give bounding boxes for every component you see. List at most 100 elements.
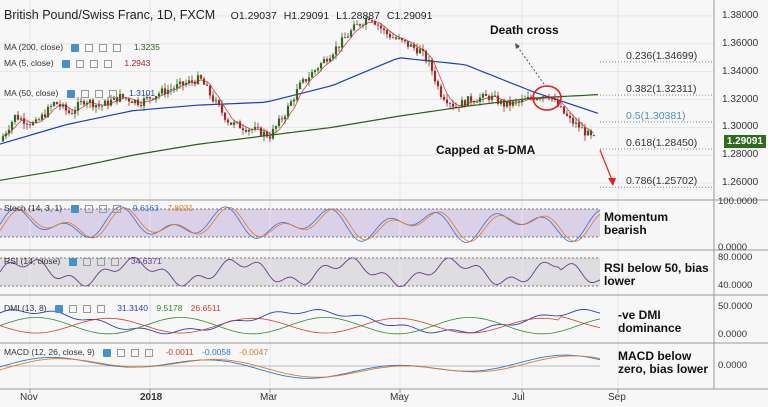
candle-body xyxy=(418,49,422,54)
ohlc-close: C1.29091 xyxy=(386,10,433,22)
add-icon[interactable] xyxy=(94,89,103,98)
candle-body xyxy=(397,38,401,39)
candle-body xyxy=(463,100,467,106)
settings-icon[interactable] xyxy=(84,204,93,213)
settings-icon[interactable] xyxy=(68,304,77,313)
candle-body xyxy=(376,24,380,26)
add-icon[interactable] xyxy=(96,257,105,266)
candle-body xyxy=(277,118,281,127)
candle-body xyxy=(238,121,242,129)
candle-body xyxy=(61,104,65,107)
candle-body xyxy=(64,104,68,111)
candle-body xyxy=(232,122,236,125)
candle-body xyxy=(454,106,458,108)
fib-level-label: 0.382(1.32311) xyxy=(626,83,697,96)
candle-body xyxy=(415,47,419,54)
candle-body xyxy=(364,18,368,25)
time-tick-label: May xyxy=(390,392,409,403)
candle-body xyxy=(403,40,407,42)
ohlc-low: L1.28887 xyxy=(336,10,380,22)
candle-body xyxy=(394,37,398,39)
close-icon[interactable] xyxy=(108,89,117,98)
eye-icon[interactable] xyxy=(61,59,70,68)
settings-icon[interactable] xyxy=(82,257,91,266)
legend-ma200[interactable]: MA (200, close) 1.3235 xyxy=(4,42,166,52)
add-icon[interactable] xyxy=(99,43,108,52)
candle-body xyxy=(511,101,515,106)
candle-body xyxy=(370,20,374,22)
candle-body xyxy=(115,96,119,102)
dmi-header[interactable]: DMI (13, 8) 31.3140 9.5178 26.6511 xyxy=(4,303,227,313)
eye-icon[interactable] xyxy=(103,348,112,357)
add-icon[interactable] xyxy=(82,304,91,313)
candle-body xyxy=(568,115,572,118)
candle-body xyxy=(274,126,278,129)
candle-body xyxy=(127,98,131,102)
settings-icon[interactable] xyxy=(117,348,126,357)
candle-body xyxy=(361,24,365,26)
candle-body xyxy=(139,104,143,106)
eye-icon[interactable] xyxy=(71,43,80,52)
macd-header[interactable]: MACD (12, 26, close, 9) -0.0011 -0.0058 … xyxy=(4,347,274,357)
candle-body xyxy=(244,129,248,132)
candle-body xyxy=(70,113,74,114)
add-icon[interactable] xyxy=(131,348,140,357)
close-icon[interactable] xyxy=(112,204,121,213)
candle-body xyxy=(580,127,584,129)
candle-body xyxy=(67,110,71,114)
settings-icon[interactable] xyxy=(80,89,89,98)
symbol-title: British Pound/Swiss Franc, 1D, FXCM xyxy=(4,8,216,22)
add-icon[interactable] xyxy=(89,59,98,68)
candle-body xyxy=(460,100,464,108)
candle-body xyxy=(106,100,110,106)
candle-body xyxy=(97,105,101,107)
price-tick-label: 1.36000 xyxy=(722,37,759,49)
ma50-line xyxy=(0,57,599,145)
dmi-label: DMI (13, 8) xyxy=(4,303,47,313)
candle-body xyxy=(76,102,80,111)
candle-body xyxy=(406,41,410,47)
candle-body xyxy=(220,105,224,113)
candle-body xyxy=(322,59,326,64)
close-icon[interactable] xyxy=(103,59,112,68)
fib-level-label: 0.786(1.25702) xyxy=(626,175,698,188)
macd-value-1: -0.0011 xyxy=(165,347,194,357)
candle-body xyxy=(211,95,215,102)
eye-icon[interactable] xyxy=(66,89,75,98)
settings-icon[interactable] xyxy=(85,43,94,52)
candle-body xyxy=(190,80,194,82)
candle-body xyxy=(178,81,182,85)
legend-ma5[interactable]: MA (5, close) 1.2943 xyxy=(4,58,156,68)
candle-body xyxy=(145,97,149,99)
candle-body xyxy=(466,96,470,106)
candle-body xyxy=(352,24,356,31)
candle-body xyxy=(514,101,518,103)
close-icon[interactable] xyxy=(96,304,105,313)
stoch-header[interactable]: Stoch (14, 3, 1) 9.6163 7.8031 xyxy=(4,203,199,213)
candle-body xyxy=(289,101,293,106)
eye-icon[interactable] xyxy=(68,257,77,266)
candle-body xyxy=(571,117,575,124)
ma50-value: 1.3101 xyxy=(129,88,156,98)
candle-body xyxy=(481,93,485,98)
eye-icon[interactable] xyxy=(54,304,63,313)
candle-body xyxy=(229,122,233,125)
candle-body xyxy=(505,100,509,107)
candle-body xyxy=(367,18,371,21)
legend-ma50[interactable]: MA (50, close) 1.3101 xyxy=(4,88,161,98)
eye-icon[interactable] xyxy=(70,204,79,213)
candle-body xyxy=(382,28,386,31)
close-icon[interactable] xyxy=(145,348,154,357)
add-icon[interactable] xyxy=(98,204,107,213)
close-icon[interactable] xyxy=(113,43,122,52)
ma200-value: 1.3235 xyxy=(133,42,160,52)
close-icon[interactable] xyxy=(110,257,119,266)
fib-level-label: 0.618(1.28450) xyxy=(626,136,698,149)
candle-body xyxy=(91,99,95,108)
settings-icon[interactable] xyxy=(75,59,84,68)
rsi-header[interactable]: RSI (14, close) 34.6371 xyxy=(4,256,168,266)
candle-body xyxy=(373,21,377,25)
death-cross-pointer-head xyxy=(515,43,520,49)
